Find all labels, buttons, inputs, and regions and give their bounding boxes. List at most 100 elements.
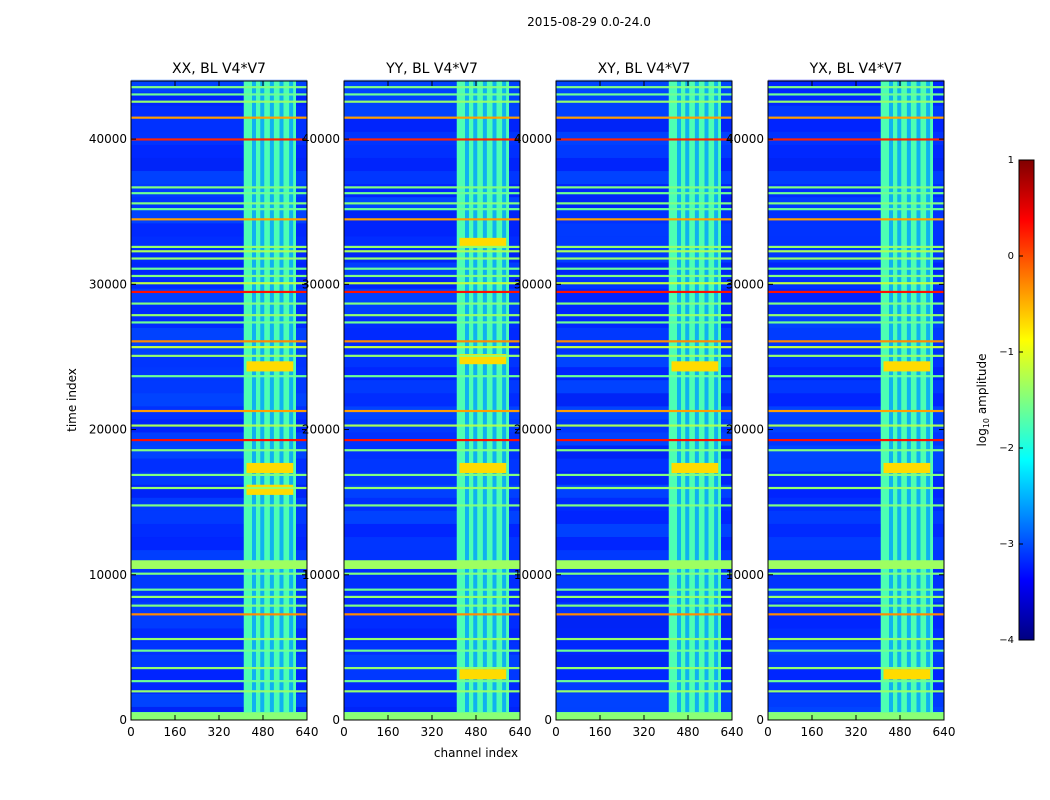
rfi-time-band bbox=[344, 572, 520, 575]
rfi-time-band bbox=[344, 680, 520, 683]
rfi-time-band bbox=[556, 290, 732, 294]
y-tick-label: 10000 bbox=[514, 568, 552, 582]
rfi-time-band bbox=[556, 473, 732, 477]
rfi-time-band bbox=[131, 613, 307, 616]
rfi-time-band bbox=[556, 354, 732, 357]
rfi-time-band bbox=[131, 245, 307, 249]
rfi-time-band bbox=[131, 202, 307, 205]
rfi-time-band bbox=[344, 250, 520, 253]
colorbar-tick-label: −1 bbox=[999, 347, 1014, 358]
strong-rfi-block bbox=[459, 237, 507, 249]
rfi-time-band bbox=[344, 192, 520, 195]
rfi-time-band bbox=[131, 680, 307, 683]
rfi-channel-gap bbox=[465, 81, 469, 720]
rfi-time-band bbox=[131, 257, 307, 260]
rfi-time-band bbox=[131, 595, 307, 599]
rfi-time-band bbox=[768, 588, 944, 591]
rfi-time-band bbox=[768, 346, 944, 349]
rfi-time-band bbox=[131, 93, 307, 96]
y-tick-label: 0 bbox=[119, 713, 127, 727]
rfi-time-band bbox=[768, 354, 944, 357]
rfi-time-band bbox=[344, 245, 520, 249]
strong-rfi-block bbox=[671, 462, 719, 474]
rfi-time-band bbox=[556, 613, 732, 616]
y-tick-label: 30000 bbox=[89, 277, 127, 291]
x-tick-label: 160 bbox=[164, 725, 187, 739]
rfi-time-band bbox=[768, 192, 944, 195]
x-tick-label: 480 bbox=[465, 725, 488, 739]
rfi-time-band bbox=[344, 486, 520, 490]
rfi-time-band bbox=[768, 595, 944, 599]
rfi-time-band bbox=[131, 346, 307, 349]
rfi-channel-gap bbox=[492, 81, 497, 720]
rfi-time-band bbox=[768, 116, 944, 119]
rfi-channel-gap bbox=[289, 81, 294, 720]
rfi-time-band bbox=[131, 218, 307, 221]
rfi-time-band bbox=[556, 649, 732, 652]
panel-title: XX, BL V4*V7 bbox=[172, 61, 266, 77]
panel-1: XX, BL V4*V7 0 160 320 480 640 0 10000 20000 3000… bbox=[89, 61, 319, 739]
x-tick-label: 480 bbox=[889, 725, 912, 739]
rfi-time-band bbox=[344, 604, 520, 607]
colorbar-tick-label: 1 bbox=[1008, 155, 1014, 166]
rfi-time-band bbox=[768, 637, 944, 641]
rfi-time-band bbox=[768, 438, 944, 442]
rfi-time-band bbox=[556, 267, 732, 270]
rfi-channel-gap bbox=[704, 81, 709, 720]
y-tick-label: 40000 bbox=[726, 132, 764, 146]
y-tick-label: 10000 bbox=[302, 568, 340, 582]
x-tick-label: 320 bbox=[421, 725, 444, 739]
rfi-time-band bbox=[556, 116, 732, 119]
rfi-time-band bbox=[131, 486, 307, 490]
rfi-time-band bbox=[556, 449, 732, 452]
rfi-channel-gap bbox=[677, 81, 681, 720]
rfi-time-band bbox=[556, 424, 732, 427]
rfi-time-band bbox=[768, 250, 944, 253]
rfi-time-band bbox=[344, 649, 520, 652]
rfi-time-band bbox=[768, 202, 944, 205]
rfi-time-band bbox=[768, 486, 944, 490]
x-tick-label: 320 bbox=[633, 725, 656, 739]
rfi-time-band bbox=[344, 302, 520, 305]
rfi-time-band bbox=[344, 340, 520, 343]
rfi-channel-gap bbox=[279, 81, 284, 720]
rfi-channel-gap bbox=[482, 81, 487, 720]
rfi-time-band bbox=[344, 424, 520, 427]
rfi-time-band bbox=[768, 302, 944, 305]
rfi-time-band bbox=[131, 314, 307, 317]
rfi-time-band bbox=[768, 613, 944, 616]
rfi-time-band bbox=[768, 340, 944, 343]
rfi-time-band bbox=[556, 680, 732, 683]
rfi-time-band bbox=[344, 138, 520, 141]
y-tick-label: 10000 bbox=[726, 568, 764, 582]
rfi-time-band bbox=[556, 218, 732, 221]
rfi-time-band bbox=[556, 282, 732, 285]
rfi-time-band bbox=[131, 409, 307, 413]
rfi-time-band bbox=[344, 613, 520, 616]
y-tick-label: 0 bbox=[332, 713, 340, 727]
rfi-time-band bbox=[768, 245, 944, 249]
rfi-time-band bbox=[556, 192, 732, 195]
y-tick-label: 20000 bbox=[302, 423, 340, 437]
rfi-time-band bbox=[556, 314, 732, 317]
rfi-channel-gap bbox=[685, 81, 690, 720]
colorbar: 1 0 −1 −2 −3 −4 log10 amplitude bbox=[975, 155, 1035, 646]
rfi-time-band bbox=[344, 588, 520, 591]
rfi-time-band bbox=[768, 604, 944, 607]
strong-rfi-block bbox=[459, 354, 507, 365]
y-tick-label: 30000 bbox=[302, 277, 340, 291]
rfi-time-band bbox=[344, 218, 520, 221]
rfi-time-band bbox=[768, 504, 944, 507]
rfi-channel-gap bbox=[906, 81, 911, 720]
rfi-time-band bbox=[556, 666, 732, 670]
strong-rfi-block bbox=[883, 462, 931, 474]
rfi-time-band bbox=[344, 438, 520, 442]
colorbar-tick-label: 0 bbox=[1008, 251, 1014, 262]
rfi-time-band bbox=[131, 321, 307, 324]
rfi-time-band bbox=[344, 208, 520, 211]
figure-title: 2015-08-29 0.0-24.0 bbox=[527, 15, 651, 29]
y-tick-label: 20000 bbox=[514, 423, 552, 437]
rfi-time-band bbox=[131, 690, 307, 693]
x-tick-label: 480 bbox=[252, 725, 275, 739]
y-tick-label: 20000 bbox=[89, 423, 127, 437]
